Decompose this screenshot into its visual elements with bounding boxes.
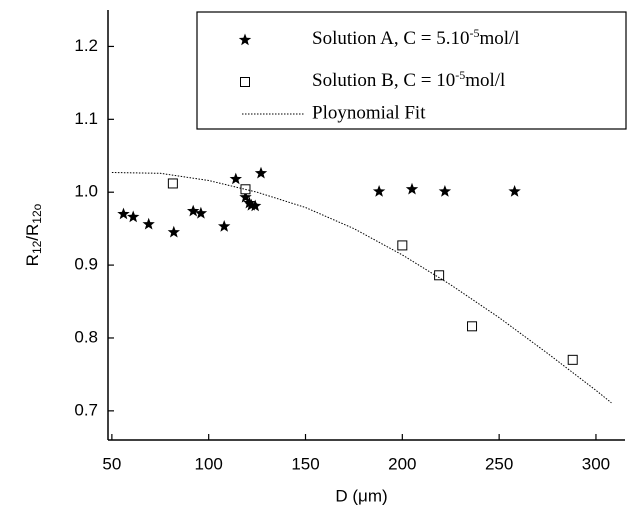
y-tick-label: 1.2 bbox=[74, 36, 98, 55]
data-point bbox=[117, 207, 130, 220]
data-point bbox=[239, 190, 252, 203]
legend-label: Solution A, C = 5.10-5mol/l bbox=[312, 26, 520, 49]
legend-label-part: mol/l bbox=[479, 28, 519, 49]
legend-label-part: mol/l bbox=[465, 70, 505, 91]
x-tick-label: 250 bbox=[485, 454, 513, 473]
legend-label-part: Solution A, C = 5.10 bbox=[312, 28, 469, 49]
x-tick-label: 150 bbox=[291, 454, 319, 473]
data-point bbox=[567, 354, 578, 365]
data-point bbox=[249, 199, 262, 212]
x-tick-label: 200 bbox=[388, 454, 416, 473]
legend-marker bbox=[238, 33, 252, 46]
legend-box bbox=[196, 11, 627, 130]
x-tick-label: 300 bbox=[582, 454, 610, 473]
legend-label-part: -5 bbox=[455, 68, 465, 82]
data-point bbox=[218, 220, 231, 232]
legend-label-part: Solution B, C = 10 bbox=[312, 70, 455, 91]
legend-label: Ploynomial Fit bbox=[312, 102, 426, 123]
data-point bbox=[434, 270, 445, 281]
data-point bbox=[405, 182, 419, 195]
y-axis-label: R12/R12o bbox=[23, 203, 43, 266]
data-point bbox=[254, 166, 268, 179]
y-axis-label-part: 12o bbox=[30, 203, 44, 223]
y-tick-label: 1.0 bbox=[74, 182, 98, 201]
data-point bbox=[167, 178, 178, 189]
y-axis-label-part: R bbox=[23, 254, 42, 266]
legend-label: Solution B, C = 10-5mol/l bbox=[312, 68, 505, 91]
y-axis-label-part: /R bbox=[23, 224, 42, 241]
data-point bbox=[397, 240, 408, 251]
x-axis-label: D (μm) bbox=[335, 486, 387, 505]
x-tick-label: 50 bbox=[102, 454, 121, 473]
y-axis-label-part: 12 bbox=[30, 240, 44, 254]
x-tick-label: 100 bbox=[195, 454, 223, 473]
y-tick-label: 0.8 bbox=[74, 327, 98, 346]
data-point bbox=[438, 185, 452, 197]
data-point bbox=[167, 225, 180, 238]
data-point bbox=[127, 210, 140, 223]
data-point bbox=[229, 172, 242, 185]
data-point bbox=[508, 185, 521, 197]
data-point bbox=[467, 321, 478, 332]
legend-label-part: -5 bbox=[469, 26, 479, 40]
y-tick-label: 0.9 bbox=[74, 255, 98, 274]
data-point bbox=[142, 217, 155, 230]
data-point bbox=[372, 185, 386, 197]
data-point bbox=[194, 206, 208, 219]
fit-line bbox=[111, 172, 612, 404]
data-point bbox=[187, 204, 200, 217]
data-point bbox=[243, 196, 256, 209]
legend-marker bbox=[240, 77, 250, 87]
y-tick-label: 0.7 bbox=[74, 400, 98, 419]
y-tick-label: 1.1 bbox=[74, 109, 98, 128]
